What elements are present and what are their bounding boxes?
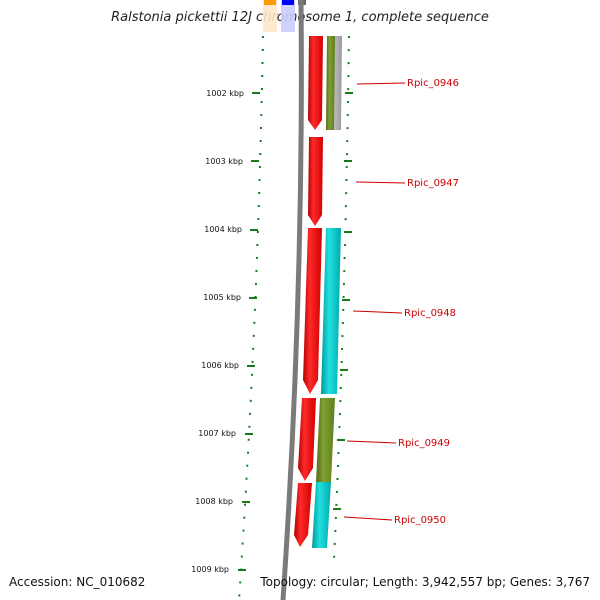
gene-label-leader (356, 82, 406, 85)
cds-arrow (308, 36, 323, 130)
feature-block-blue (282, 0, 294, 5)
gene-label-leader (343, 516, 393, 521)
gene-label-leader (352, 310, 403, 314)
gene-label-rpic-0950[interactable]: Rpic_0950 (394, 515, 446, 526)
tick-label: 1008 kbp (195, 497, 233, 506)
tick-label: 1002 kbp (206, 89, 244, 98)
cds-arrow (308, 137, 323, 226)
gene-label-rpic-0947[interactable]: Rpic_0947 (407, 178, 459, 189)
cog-block-cyan (321, 228, 341, 394)
outer-ticks (333, 92, 353, 510)
cog-track (312, 36, 342, 548)
gene-labels: Rpic_0946 Rpic_0947 Rpic_0948 Rpic_0949 … (343, 78, 459, 526)
cog-block-olive (316, 398, 335, 482)
scale-ticks: 1002 kbp 1003 kbp 1004 kbp 1005 kbp 1006… (191, 89, 260, 574)
scale-dotted-line (238, 35, 264, 600)
tick-label: 1004 kbp (204, 225, 242, 234)
tick-label: 1003 kbp (205, 157, 243, 166)
gene-label-leader (355, 181, 406, 184)
gene-label-rpic-0949[interactable]: Rpic_0949 (398, 438, 450, 449)
tick-label: 1006 kbp (201, 361, 239, 370)
feature-block-blue-faint (281, 0, 295, 32)
cds-track (294, 36, 323, 547)
feature-block-orange (264, 0, 276, 5)
chromosome-backbone (280, 0, 304, 600)
gene-label-rpic-0948[interactable]: Rpic_0948 (404, 308, 456, 319)
cds-arrow (298, 398, 316, 481)
feature-block-orange-faint (263, 0, 277, 32)
cds-arrow (294, 483, 312, 547)
cog-block-cyan (312, 482, 331, 548)
tick-label: 1009 kbp (191, 565, 229, 574)
gene-label-leader (346, 440, 397, 444)
accession-text: Accession: NC_010682 (9, 575, 146, 589)
cds-arrow (303, 228, 322, 394)
outer-dotted-line (333, 35, 350, 561)
tick-label: 1007 kbp (198, 429, 236, 438)
genome-summary-text: Topology: circular; Length: 3,942,557 bp… (260, 575, 590, 589)
gene-label-rpic-0946[interactable]: Rpic_0946 (407, 78, 459, 89)
cog-block-olive (326, 36, 335, 130)
tick-label: 1005 kbp (203, 293, 241, 302)
